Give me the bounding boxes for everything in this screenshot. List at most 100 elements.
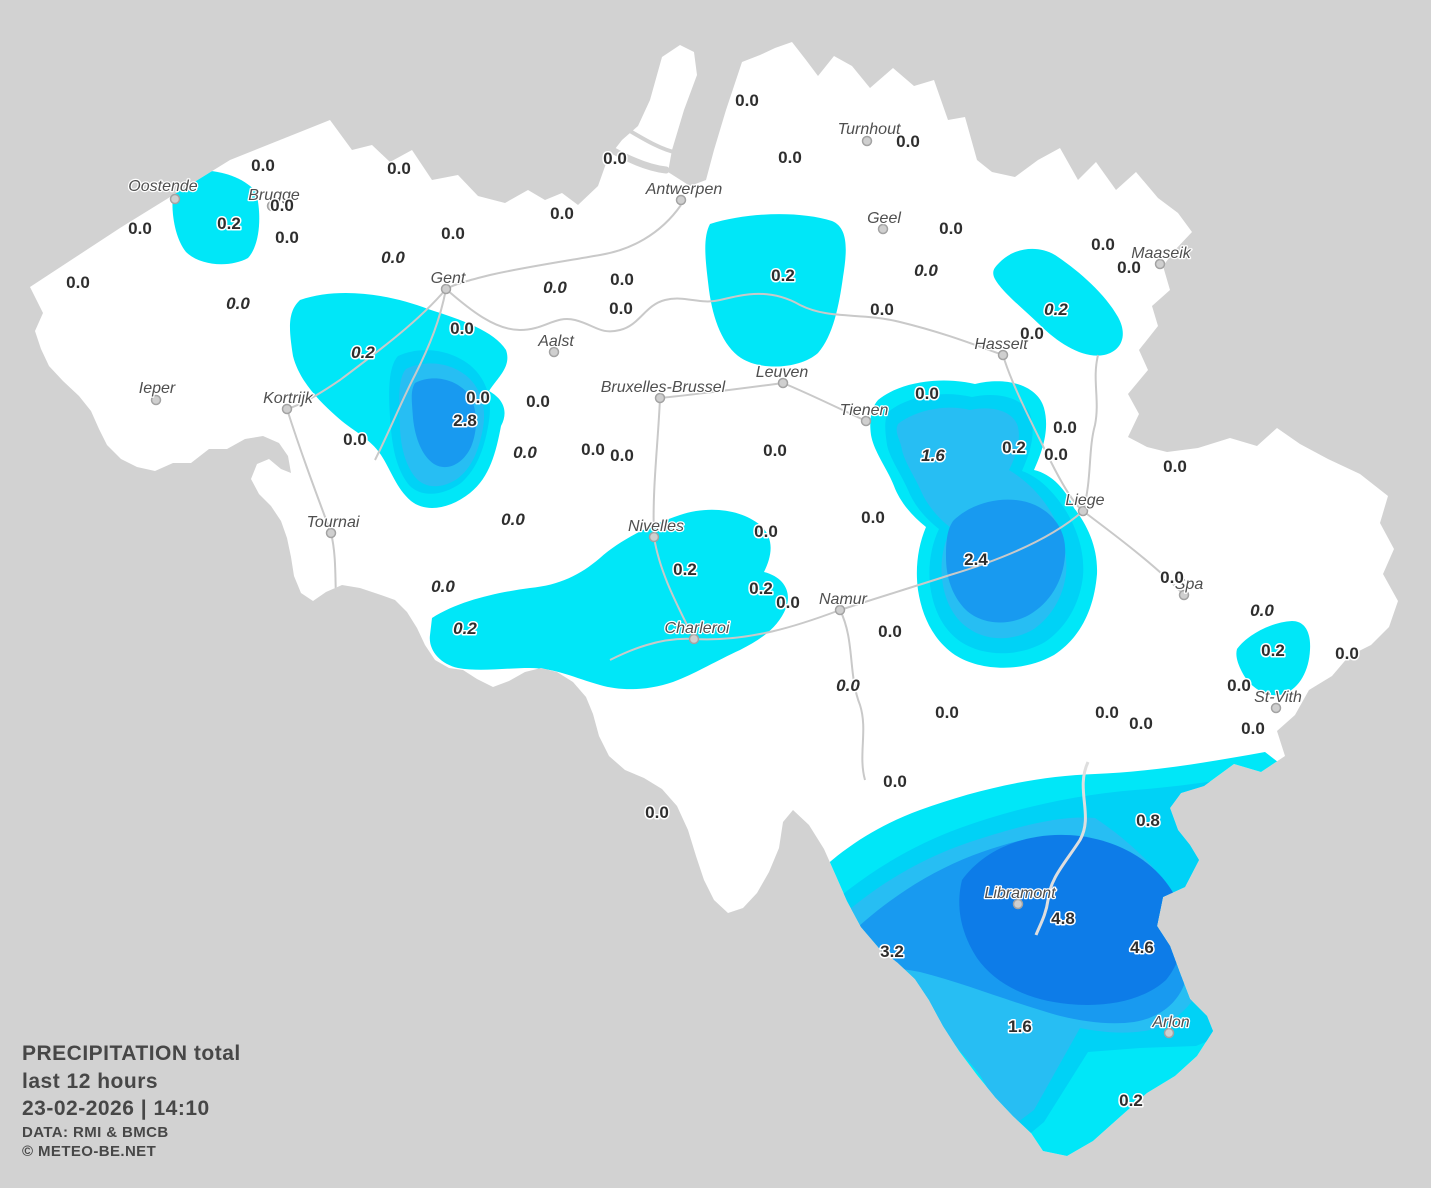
precip-contour [946, 499, 1066, 623]
city-dot [834, 604, 846, 616]
precip-contour [705, 214, 846, 367]
precip-contour [172, 170, 260, 265]
precip-value-label: 0.0 [1117, 258, 1141, 277]
copyright: © METEO-BE.NET [22, 1143, 157, 1161]
precip-value-label: 0.2 [1119, 1091, 1143, 1110]
map-subtitle: last 12 hours [22, 1069, 159, 1093]
precip-contour [959, 834, 1183, 1005]
city-label: St-Vith [1254, 689, 1302, 706]
city-dot [997, 349, 1009, 361]
precip-value-label: 0.0 [870, 300, 894, 319]
precip-value-label: 0.2 [1002, 438, 1026, 457]
precip-value-label: 0.0 [381, 248, 405, 267]
city-label: Charleroi [665, 620, 730, 637]
map-title: PRECIPITATION total [22, 1042, 241, 1065]
city-label: Gent [431, 270, 466, 287]
precip-value-label: 0.0 [914, 261, 938, 280]
precip-value-label: 0.0 [1053, 418, 1077, 437]
city-dot [861, 135, 873, 147]
precip-value-label: 0.0 [1335, 644, 1359, 663]
precip-value-label: 0.0 [550, 204, 574, 223]
precip-value-label: 0.2 [1044, 300, 1068, 319]
precip-value-label: 3.2 [880, 942, 904, 961]
city-dot [548, 346, 560, 358]
city-label: Maaseik [1131, 245, 1192, 262]
precip-contour [1236, 621, 1311, 696]
precip-value-label: 0.0 [610, 446, 634, 465]
city-dot [675, 194, 687, 206]
city-dot [1077, 505, 1089, 517]
precip-value-label: 0.0 [441, 224, 465, 243]
precip-value-label: 0.0 [1044, 445, 1068, 464]
city-label: Arlon [1151, 1014, 1189, 1031]
precip-value-label: 0.0 [501, 510, 525, 529]
city-label: Liege [1065, 492, 1104, 509]
city-label: Spa [1175, 576, 1204, 593]
city-dot [1154, 258, 1166, 270]
precip-value-label: 0.0 [778, 148, 802, 167]
precip-value-label: 0.0 [1163, 457, 1187, 476]
scheldt-estuary [608, 126, 680, 174]
city-label: Tienen [840, 402, 889, 419]
city-label: Turnhout [838, 121, 901, 138]
city-dot [688, 633, 700, 645]
precip-value-label: 0.0 [526, 392, 550, 411]
city-dot [777, 377, 789, 389]
precip-value-label: 0.0 [1129, 714, 1153, 733]
precip-contour [411, 378, 477, 468]
precip-value-label: 1.6 [1008, 1017, 1032, 1036]
precip-contour [429, 509, 788, 690]
city-dot [325, 527, 337, 539]
city-dot [1270, 702, 1282, 714]
city-label: Nivelles [628, 518, 684, 535]
precip-value-label: 0.0 [776, 593, 800, 612]
city-dot [266, 200, 278, 212]
city-label: Antwerpen [645, 181, 723, 198]
city-dot [1012, 898, 1024, 910]
precip-value-label: 0.2 [217, 214, 241, 233]
precip-value-label: 0.0 [861, 508, 885, 527]
roads-and-rivers [286, 204, 1185, 936]
precip-value-label: 0.2 [1261, 641, 1285, 660]
map-datetime: 23-02-2026 | 14:10 [22, 1097, 210, 1121]
precip-value-label: 0.0 [275, 228, 299, 247]
city-dot [877, 223, 889, 235]
city-label: Hasselt [974, 336, 1028, 353]
precip-value-label: 0.0 [935, 703, 959, 722]
value-layer: 0.0 0.00.00.20.0 0.00.00.00.00.00.00.0 0.00… [65, 90, 1361, 1112]
city-label: Namur [819, 591, 868, 608]
precip-value-label: 0.0 [343, 430, 367, 449]
precip-value-label: 0.0 [763, 441, 787, 460]
precip-value-label: 0.0 [466, 388, 490, 407]
precip-value-label: 0.0 [878, 622, 902, 641]
precip-value-label: 0.0 [543, 278, 567, 297]
precip-value-label: 0.0 [66, 273, 90, 292]
city-dot [860, 415, 872, 427]
precip-value-label: 0.8 [1136, 811, 1160, 830]
precip-value-label: 0.0 [128, 219, 152, 238]
precip-value-label: 0.0 [603, 149, 627, 168]
precip-value-label: 4.6 [1130, 938, 1154, 957]
precip-value-label: 0.0 [1095, 703, 1119, 722]
precip-value-label: 0.2 [749, 579, 773, 598]
city-dot [440, 283, 452, 295]
precip-contour [993, 248, 1123, 356]
precip-value-label: 0.0 [1227, 676, 1251, 695]
city-label: Bruxelles-Brussel [601, 379, 726, 396]
city-dot [648, 531, 660, 543]
precip-value-label: 4.8 [1051, 909, 1075, 928]
precip-value-label: 0.0 [754, 522, 778, 541]
precip-value-label: 2.4 [964, 550, 988, 569]
precip-value-label: 0.0 [1020, 324, 1044, 343]
city-label: Tournai [307, 514, 360, 531]
precip-value-label: 0.2 [351, 343, 375, 362]
precip-value-label: 0.0 [883, 772, 907, 791]
city-label: Kortrijk [263, 390, 314, 407]
precip-value-label: 0.2 [673, 560, 697, 579]
city-label: Leuven [756, 364, 809, 381]
city-label: Ieper [139, 380, 176, 397]
precip-value-label: 0.0 [1160, 568, 1184, 587]
city-label: Libramont [984, 885, 1056, 902]
precip-value-label: 0.2 [453, 619, 477, 638]
